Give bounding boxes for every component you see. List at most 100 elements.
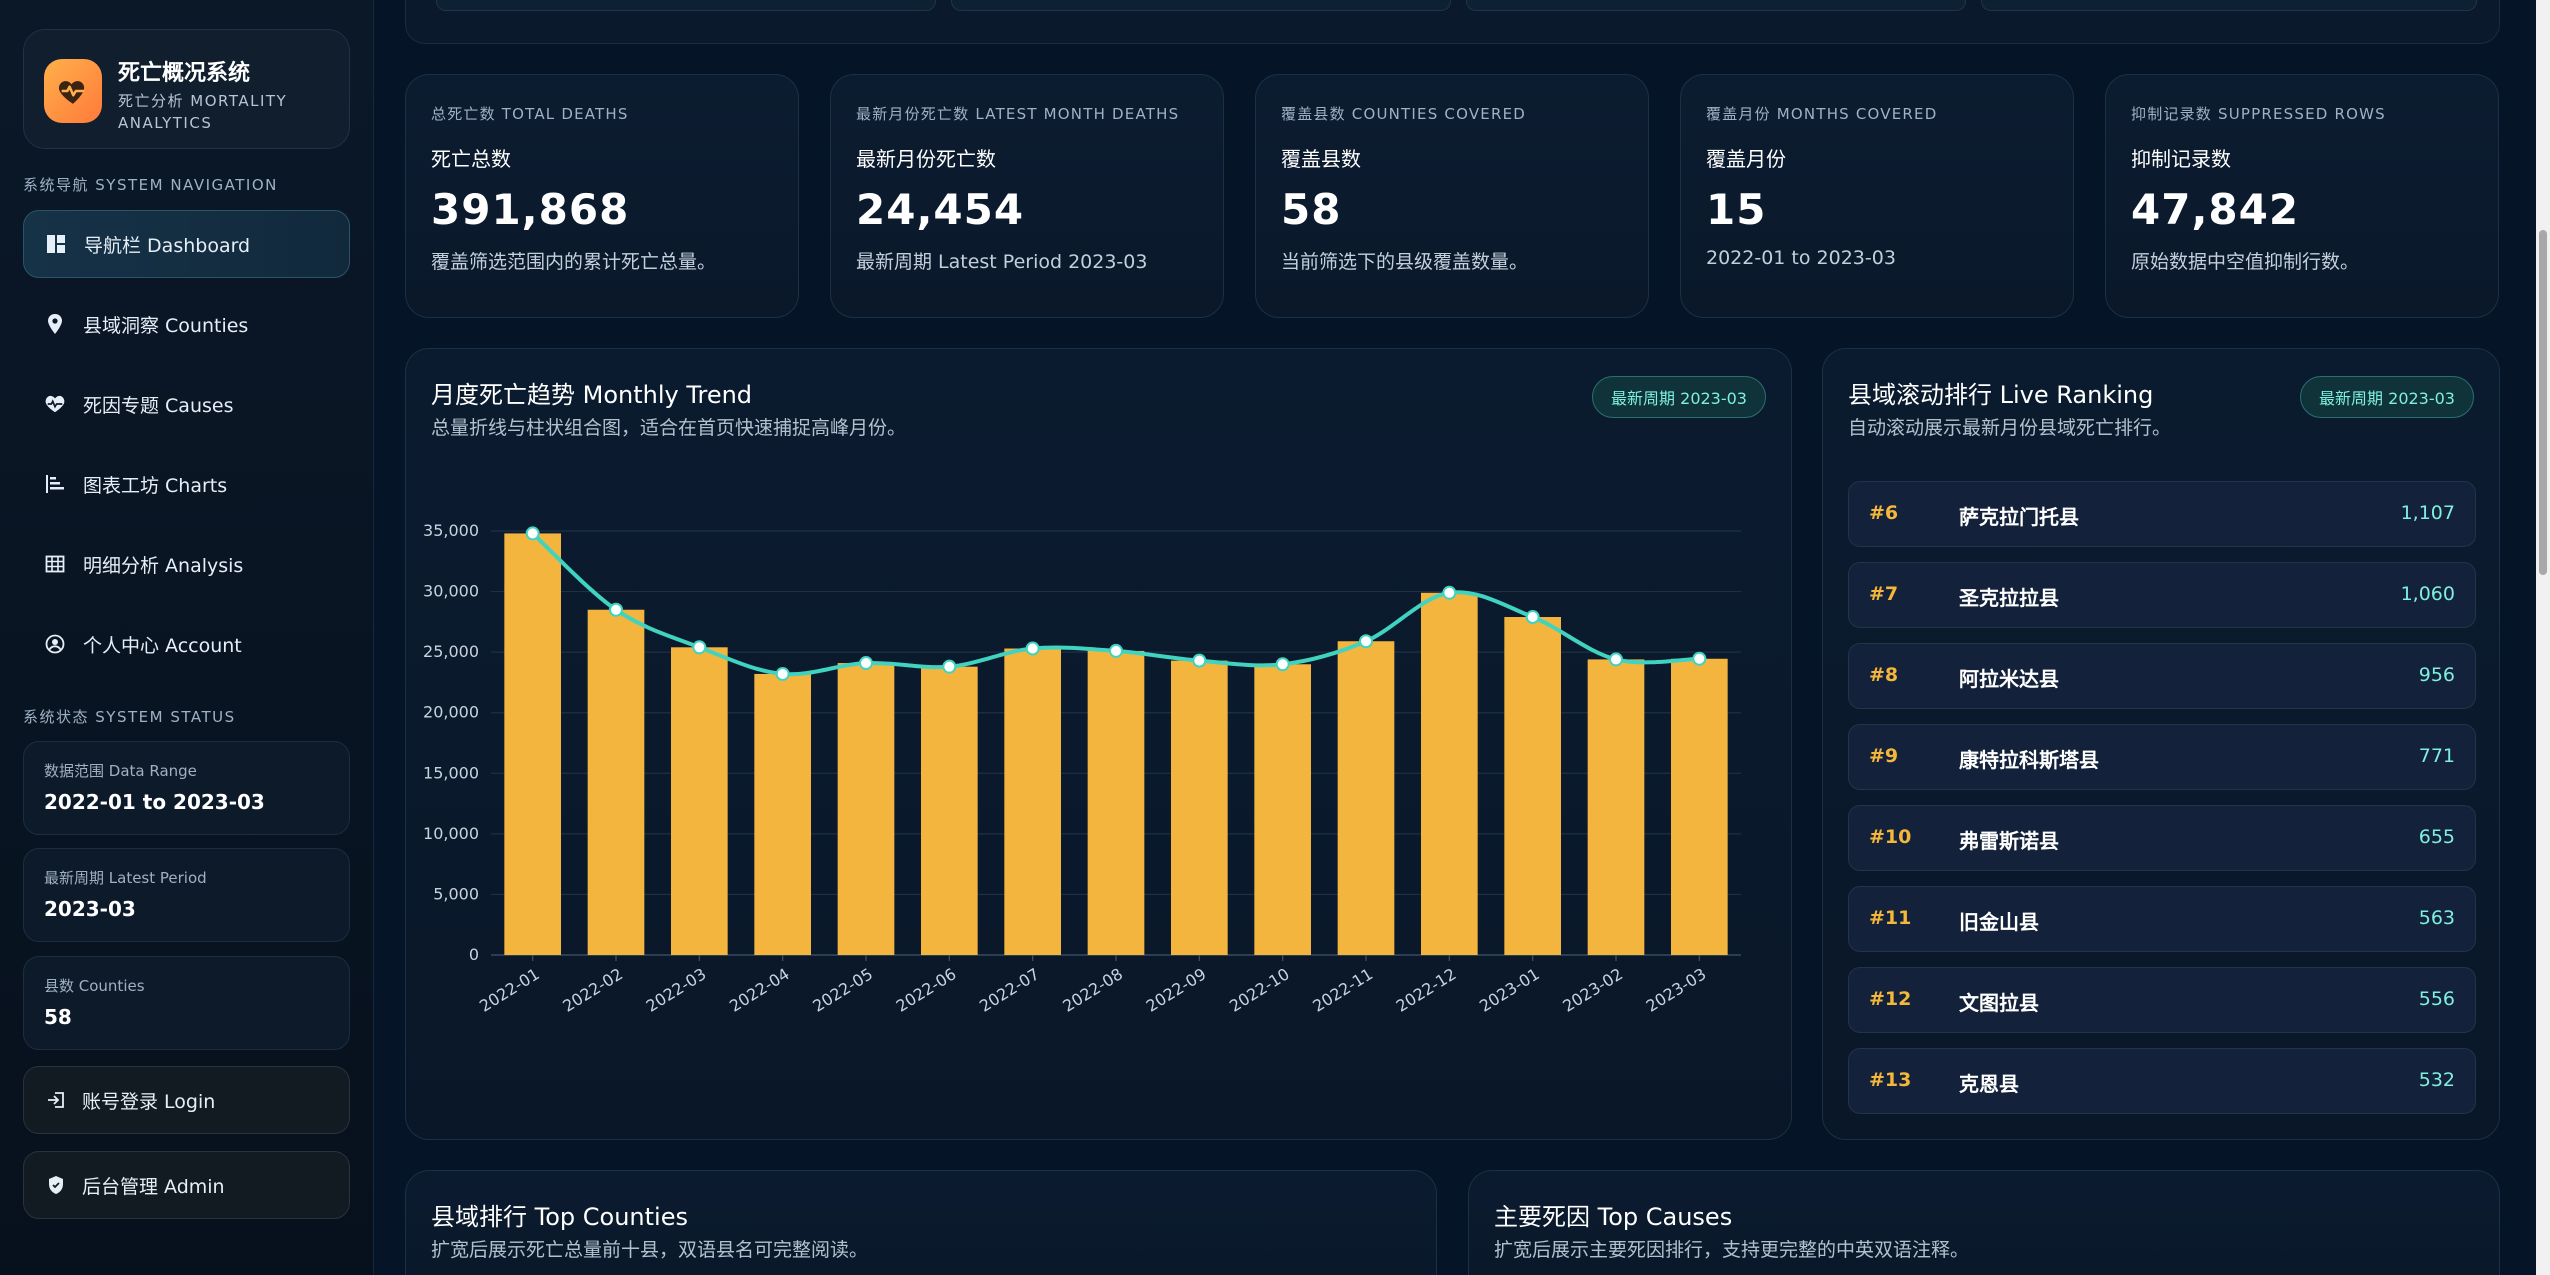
death-count: 532 — [2418, 1069, 2455, 1091]
scrollbar-thumb[interactable] — [2539, 230, 2547, 575]
brand-card[interactable]: 死亡概况系统 死亡分析 MORTALITY ANALYTICS — [23, 29, 350, 149]
status-label: 数据范围 Data Range — [44, 762, 197, 780]
county-name: 克恩县 — [1959, 1072, 2019, 1096]
status-label: 县数 Counties — [44, 977, 145, 995]
point-2022-02 — [609, 602, 623, 617]
x-tick-label: 2022-03 — [643, 964, 710, 1016]
bar-2022-12 — [1421, 592, 1478, 955]
death-count: 956 — [2418, 664, 2455, 686]
x-tick-label: 2022-08 — [1059, 964, 1126, 1016]
kpi-tag: 总死亡数 TOTAL DEATHS — [431, 105, 629, 123]
kpi-card-total-deaths: 总死亡数 TOTAL DEATHS 死亡总数 391,868 覆盖筛选范围内的累… — [405, 74, 799, 318]
rank-number: #6 — [1869, 502, 1899, 524]
kpi-value: 58 — [1281, 185, 1342, 234]
login-icon — [44, 1088, 68, 1112]
filter-field[interactable] — [951, 0, 1451, 11]
point-2022-07 — [1025, 641, 1040, 656]
sidebar-item-label: 明细分析 Analysis — [83, 554, 244, 577]
admin-label: 后台管理 Admin — [82, 1175, 225, 1198]
kpi-value: 47,842 — [2131, 185, 2300, 234]
x-tick-label: 2022-07 — [976, 964, 1043, 1016]
x-tick-label: 2022-05 — [809, 964, 876, 1016]
kpi-tag: 最新月份死亡数 LATEST MONTH DEATHS — [856, 105, 1180, 123]
ranking-row[interactable]: #6 萨克拉门托县 1,107 — [1848, 481, 2476, 547]
status-section-label: 系统状态 SYSTEM STATUS — [23, 708, 236, 726]
ranking-row[interactable]: #13 克恩县 532 — [1848, 1048, 2476, 1114]
ranking-row[interactable]: #9 康特拉科斯塔县 771 — [1848, 724, 2476, 790]
point-2022-01 — [525, 526, 540, 541]
panel-title: 月度死亡趋势 Monthly Trend — [431, 381, 753, 409]
status-value: 2023-03 — [44, 897, 136, 921]
sidebar-item-analysis[interactable]: 明细分析 Analysis — [23, 530, 350, 598]
ranking-row[interactable]: #12 文图拉县 556 — [1848, 967, 2476, 1033]
point-2022-04 — [775, 666, 790, 681]
heart-pulse-icon — [43, 392, 67, 416]
login-button[interactable]: 账号登录 Login — [23, 1066, 350, 1134]
x-tick-label: 2023-03 — [1643, 964, 1710, 1016]
panel-title: 县域排行 Top Counties — [431, 1203, 688, 1231]
bar-2022-06 — [921, 666, 978, 955]
sidebar-item-dashboard[interactable]: 导航栏 Dashboard — [23, 210, 350, 278]
filter-field[interactable] — [436, 0, 936, 11]
dashboard-icon — [44, 232, 68, 256]
kpi-card-counties-covered: 覆盖县数 COUNTIES COVERED 覆盖县数 58 当前筛选下的县级覆盖… — [1255, 74, 1649, 318]
bar-2022-02 — [587, 609, 645, 955]
kpi-title: 抑制记录数 — [2131, 147, 2231, 171]
y-tick-label: 10,000 — [423, 824, 479, 843]
ranking-row[interactable]: #8 阿拉米达县 956 — [1848, 643, 2476, 709]
death-count: 771 — [2418, 745, 2455, 767]
map-pin-icon — [43, 312, 67, 336]
rank-number: #12 — [1869, 988, 1912, 1010]
panel-subtitle: 自动滚动展示最新月份县域死亡排行。 — [1848, 417, 2172, 439]
sidebar-item-label: 导航栏 Dashboard — [84, 234, 251, 257]
monthly-trend-chart: 0 5,000 10,000 15,000 20,000 25,000 30,000 35,0… — [423, 521, 1741, 1016]
x-tick-label: 2022-12 — [1393, 964, 1460, 1016]
bar-2022-10 — [1254, 664, 1311, 955]
kpi-card-latest-month: 最新月份死亡数 LATEST MONTH DEATHS 最新月份死亡数 24,4… — [830, 74, 1224, 318]
sidebar-item-causes[interactable]: 死因专题 Causes — [23, 370, 350, 438]
y-tick-label: 35,000 — [423, 521, 479, 540]
panel-subtitle: 总量折线与柱状组合图，适合在首页快速捕捉高峰月份。 — [431, 417, 907, 439]
kpi-title: 覆盖月份 — [1706, 147, 1786, 171]
ranking-row[interactable]: #10 弗雷斯诺县 655 — [1848, 805, 2476, 871]
ranking-row[interactable]: #7 圣克拉拉县 1,060 — [1848, 562, 2476, 628]
kpi-card-months-covered: 覆盖月份 MONTHS COVERED 覆盖月份 15 2022-01 to 2… — [1680, 74, 2074, 318]
x-tick-label: 2022-02 — [559, 964, 626, 1016]
point-2023-01 — [1525, 610, 1540, 625]
bar-2022-03 — [671, 647, 728, 955]
ranking-row[interactable]: #11 旧金山县 563 — [1848, 886, 2476, 952]
sidebar-item-label: 图表工坊 Charts — [83, 474, 228, 497]
kpi-card-suppressed-rows: 抑制记录数 SUPPRESSED ROWS 抑制记录数 47,842 原始数据中… — [2105, 74, 2499, 318]
rank-number: #11 — [1869, 907, 1912, 929]
kpi-desc: 覆盖筛选范围内的累计死亡总量。 — [431, 251, 717, 273]
rank-number: #10 — [1869, 826, 1912, 848]
bar-list-icon — [43, 472, 67, 496]
point-2022-08 — [1109, 643, 1123, 658]
bar-2022-05 — [837, 663, 895, 955]
admin-button[interactable]: 后台管理 Admin — [23, 1151, 350, 1219]
latest-period-badge: 最新周期 2023-03 — [1592, 376, 1766, 418]
bar-2023-03 — [1671, 658, 1728, 955]
x-tick-label: 2022-06 — [893, 964, 960, 1016]
bar-2023-01 — [1504, 617, 1561, 955]
rank-number: #13 — [1869, 1069, 1912, 1091]
kpi-value: 15 — [1706, 185, 1767, 234]
kpi-value: 24,454 — [856, 185, 1025, 234]
filter-field[interactable] — [1981, 0, 2477, 11]
bar-2022-11 — [1337, 641, 1395, 955]
bar-2022-01 — [504, 533, 561, 955]
sidebar-item-counties[interactable]: 县域洞察 Counties — [23, 290, 350, 358]
scrollbar-track[interactable] — [2536, 0, 2550, 1275]
filter-field[interactable] — [1466, 0, 1966, 11]
kpi-desc: 2022-01 to 2023-03 — [1706, 247, 1896, 269]
death-count: 1,107 — [2400, 502, 2455, 524]
sidebar-item-account[interactable]: 个人中心 Account — [23, 610, 350, 678]
top-causes-panel: 主要死因 Top Causes 扩宽后展示主要死因排行，支持更完整的中英双语注释… — [1468, 1170, 2500, 1275]
kpi-tag: 覆盖县数 COUNTIES COVERED — [1281, 105, 1527, 123]
kpi-title: 覆盖县数 — [1281, 147, 1361, 171]
status-latest-period: 最新周期 Latest Period 2023-03 — [23, 848, 350, 942]
sidebar-item-charts[interactable]: 图表工坊 Charts — [23, 450, 350, 518]
sidebar-item-label: 个人中心 Account — [83, 634, 242, 657]
brand-title: 死亡概况系统 — [118, 61, 251, 86]
y-tick-label: 5,000 — [433, 884, 479, 903]
